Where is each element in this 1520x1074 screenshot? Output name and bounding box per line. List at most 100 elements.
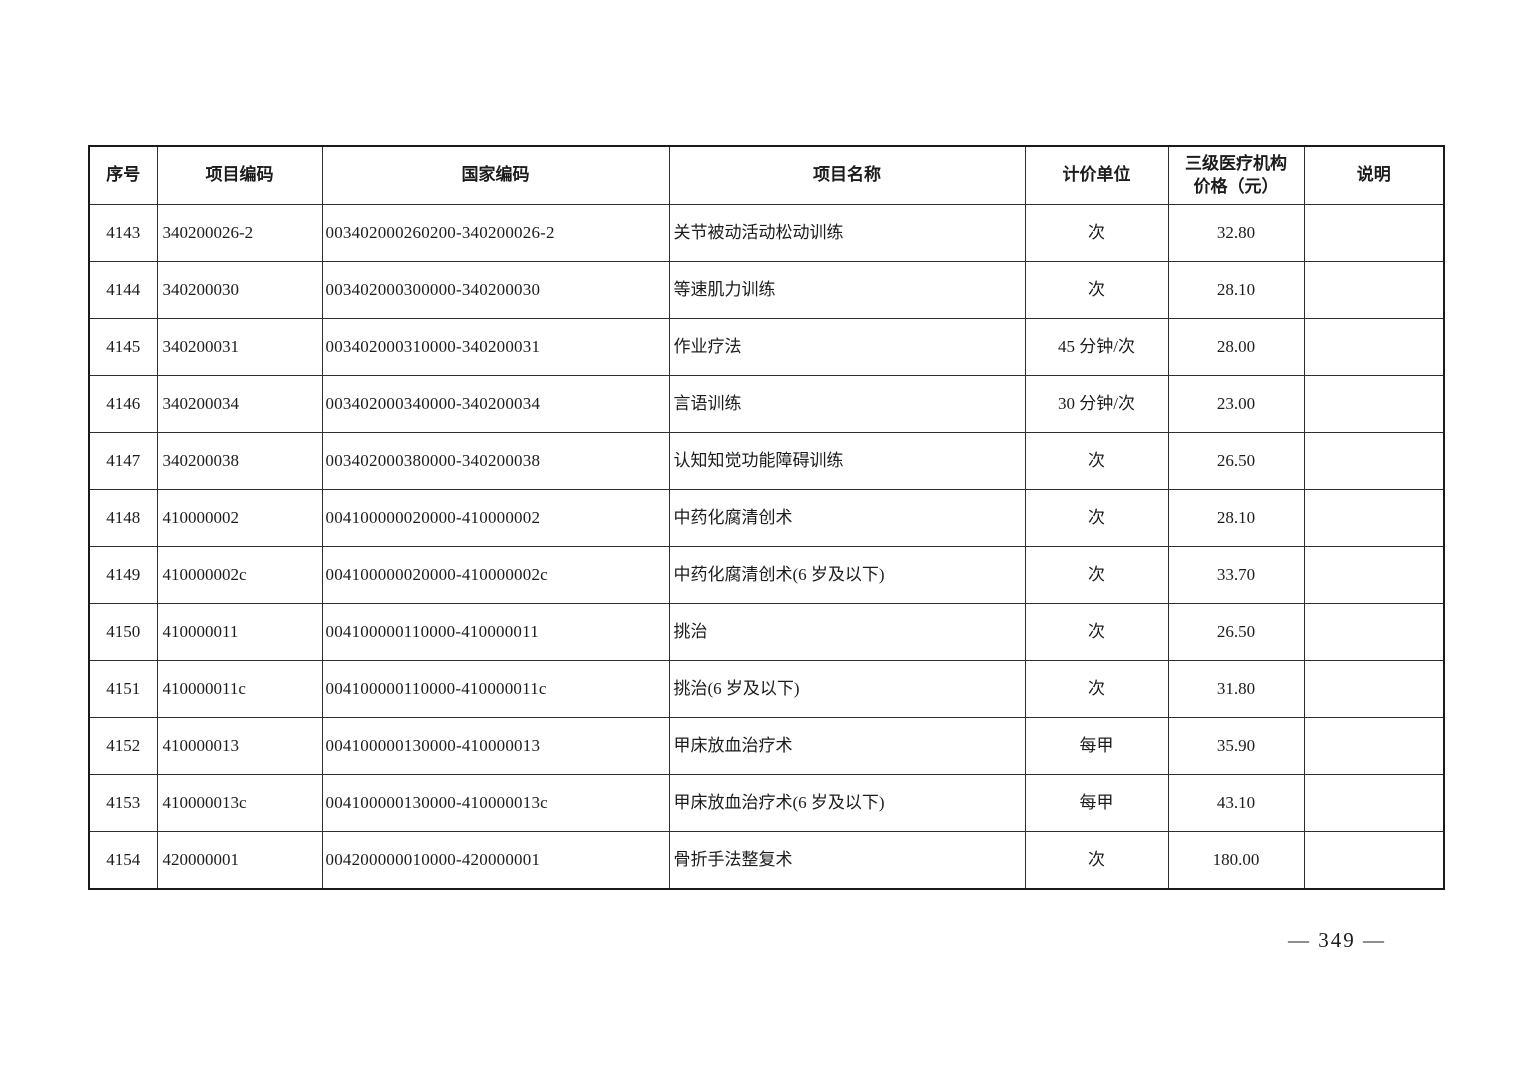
- cell-pricing-unit: 45 分钟/次: [1024, 318, 1169, 376]
- cell-national-code: 004200000010000-420000001: [321, 831, 670, 890]
- cell-seq: 4149: [88, 546, 158, 604]
- cell-national-code: 003402000260200-340200026-2: [321, 204, 670, 262]
- cell-note: [1303, 375, 1445, 433]
- cell-project-code: 420000001: [156, 831, 323, 890]
- cell-national-code: 004100000110000-410000011: [321, 603, 670, 661]
- table-row: 4144 340200030 003402000300000-340200030…: [88, 261, 1445, 319]
- cell-note: [1303, 489, 1445, 547]
- cell-seq: 4152: [88, 717, 158, 775]
- header-project-code: 项目编码: [156, 145, 323, 205]
- cell-tier3-price: 28.10: [1167, 489, 1305, 547]
- table-row: 4154 420000001 004200000010000-420000001…: [88, 831, 1445, 890]
- header-project-name: 项目名称: [668, 145, 1026, 205]
- cell-project-name: 作业疗法: [668, 318, 1026, 376]
- cell-pricing-unit: 次: [1024, 204, 1169, 262]
- cell-seq: 4147: [88, 432, 158, 490]
- cell-tier3-price: 28.00: [1167, 318, 1305, 376]
- cell-project-name: 甲床放血治疗术(6 岁及以下): [668, 774, 1026, 832]
- header-note: 说明: [1303, 145, 1445, 205]
- cell-national-code: 004100000110000-410000011c: [321, 660, 670, 718]
- cell-tier3-price: 33.70: [1167, 546, 1305, 604]
- cell-national-code: 004100000130000-410000013: [321, 717, 670, 775]
- cell-project-code: 340200034: [156, 375, 323, 433]
- cell-project-code: 340200038: [156, 432, 323, 490]
- cell-pricing-unit: 每甲: [1024, 717, 1169, 775]
- cell-pricing-unit: 次: [1024, 261, 1169, 319]
- cell-project-name: 挑治: [668, 603, 1026, 661]
- cell-note: [1303, 318, 1445, 376]
- cell-project-code: 410000002: [156, 489, 323, 547]
- cell-seq: 4143: [88, 204, 158, 262]
- cell-pricing-unit: 次: [1024, 603, 1169, 661]
- cell-seq: 4151: [88, 660, 158, 718]
- cell-pricing-unit: 30 分钟/次: [1024, 375, 1169, 433]
- table-row: 4151 410000011c 004100000110000-41000001…: [88, 660, 1445, 718]
- cell-seq: 4145: [88, 318, 158, 376]
- cell-project-name: 骨折手法整复术: [668, 831, 1026, 890]
- cell-project-code: 410000011c: [156, 660, 323, 718]
- cell-national-code: 003402000310000-340200031: [321, 318, 670, 376]
- cell-national-code: 003402000340000-340200034: [321, 375, 670, 433]
- cell-note: [1303, 774, 1445, 832]
- page-number: — 349 —: [1288, 928, 1386, 952]
- cell-note: [1303, 603, 1445, 661]
- medical-price-table: 序号 项目编码 国家编码 项目名称 计价单位 三级医疗机构 价格（元） 说明 4…: [88, 145, 1445, 890]
- cell-project-name: 挑治(6 岁及以下): [668, 660, 1026, 718]
- cell-note: [1303, 432, 1445, 490]
- header-tier3-price: 三级医疗机构 价格（元）: [1167, 145, 1305, 205]
- table-row: 4153 410000013c 004100000130000-41000001…: [88, 774, 1445, 832]
- table-row: 4145 340200031 003402000310000-340200031…: [88, 318, 1445, 376]
- cell-pricing-unit: 次: [1024, 432, 1169, 490]
- cell-seq: 4150: [88, 603, 158, 661]
- cell-seq: 4144: [88, 261, 158, 319]
- cell-national-code: 004100000130000-410000013c: [321, 774, 670, 832]
- cell-project-code: 410000002c: [156, 546, 323, 604]
- cell-seq: 4153: [88, 774, 158, 832]
- table-row: 4152 410000013 004100000130000-410000013…: [88, 717, 1445, 775]
- cell-project-code: 340200030: [156, 261, 323, 319]
- header-pricing-unit: 计价单位: [1024, 145, 1169, 205]
- cell-project-code: 340200026-2: [156, 204, 323, 262]
- cell-project-name: 等速肌力训练: [668, 261, 1026, 319]
- cell-tier3-price: 26.50: [1167, 603, 1305, 661]
- cell-tier3-price: 32.80: [1167, 204, 1305, 262]
- table-body: 4143 340200026-2 003402000260200-3402000…: [88, 204, 1445, 890]
- table-row: 4146 340200034 003402000340000-340200034…: [88, 375, 1445, 433]
- cell-note: [1303, 660, 1445, 718]
- table-row: 4147 340200038 003402000380000-340200038…: [88, 432, 1445, 490]
- cell-national-code: 003402000300000-340200030: [321, 261, 670, 319]
- cell-tier3-price: 31.80: [1167, 660, 1305, 718]
- cell-seq: 4146: [88, 375, 158, 433]
- cell-pricing-unit: 次: [1024, 831, 1169, 890]
- table-row: 4148 410000002 004100000020000-410000002…: [88, 489, 1445, 547]
- cell-seq: 4154: [88, 831, 158, 890]
- cell-pricing-unit: 次: [1024, 660, 1169, 718]
- cell-tier3-price: 26.50: [1167, 432, 1305, 490]
- cell-tier3-price: 35.90: [1167, 717, 1305, 775]
- cell-project-name: 关节被动活动松动训练: [668, 204, 1026, 262]
- header-seq: 序号: [88, 145, 158, 205]
- cell-note: [1303, 717, 1445, 775]
- cell-project-name: 甲床放血治疗术: [668, 717, 1026, 775]
- table-row: 4143 340200026-2 003402000260200-3402000…: [88, 204, 1445, 262]
- cell-note: [1303, 204, 1445, 262]
- cell-national-code: 003402000380000-340200038: [321, 432, 670, 490]
- cell-project-name: 中药化腐清创术(6 岁及以下): [668, 546, 1026, 604]
- table-row: 4150 410000011 004100000110000-410000011…: [88, 603, 1445, 661]
- cell-pricing-unit: 次: [1024, 489, 1169, 547]
- cell-pricing-unit: 次: [1024, 546, 1169, 604]
- cell-note: [1303, 546, 1445, 604]
- cell-tier3-price: 43.10: [1167, 774, 1305, 832]
- cell-project-name: 言语训练: [668, 375, 1026, 433]
- cell-tier3-price: 23.00: [1167, 375, 1305, 433]
- cell-pricing-unit: 每甲: [1024, 774, 1169, 832]
- cell-project-code: 340200031: [156, 318, 323, 376]
- cell-note: [1303, 261, 1445, 319]
- cell-project-name: 认知知觉功能障碍训练: [668, 432, 1026, 490]
- header-national-code: 国家编码: [321, 145, 670, 205]
- cell-tier3-price: 28.10: [1167, 261, 1305, 319]
- cell-seq: 4148: [88, 489, 158, 547]
- table-header-row: 序号 项目编码 国家编码 项目名称 计价单位 三级医疗机构 价格（元） 说明: [88, 145, 1445, 205]
- table-row: 4149 410000002c 004100000020000-41000000…: [88, 546, 1445, 604]
